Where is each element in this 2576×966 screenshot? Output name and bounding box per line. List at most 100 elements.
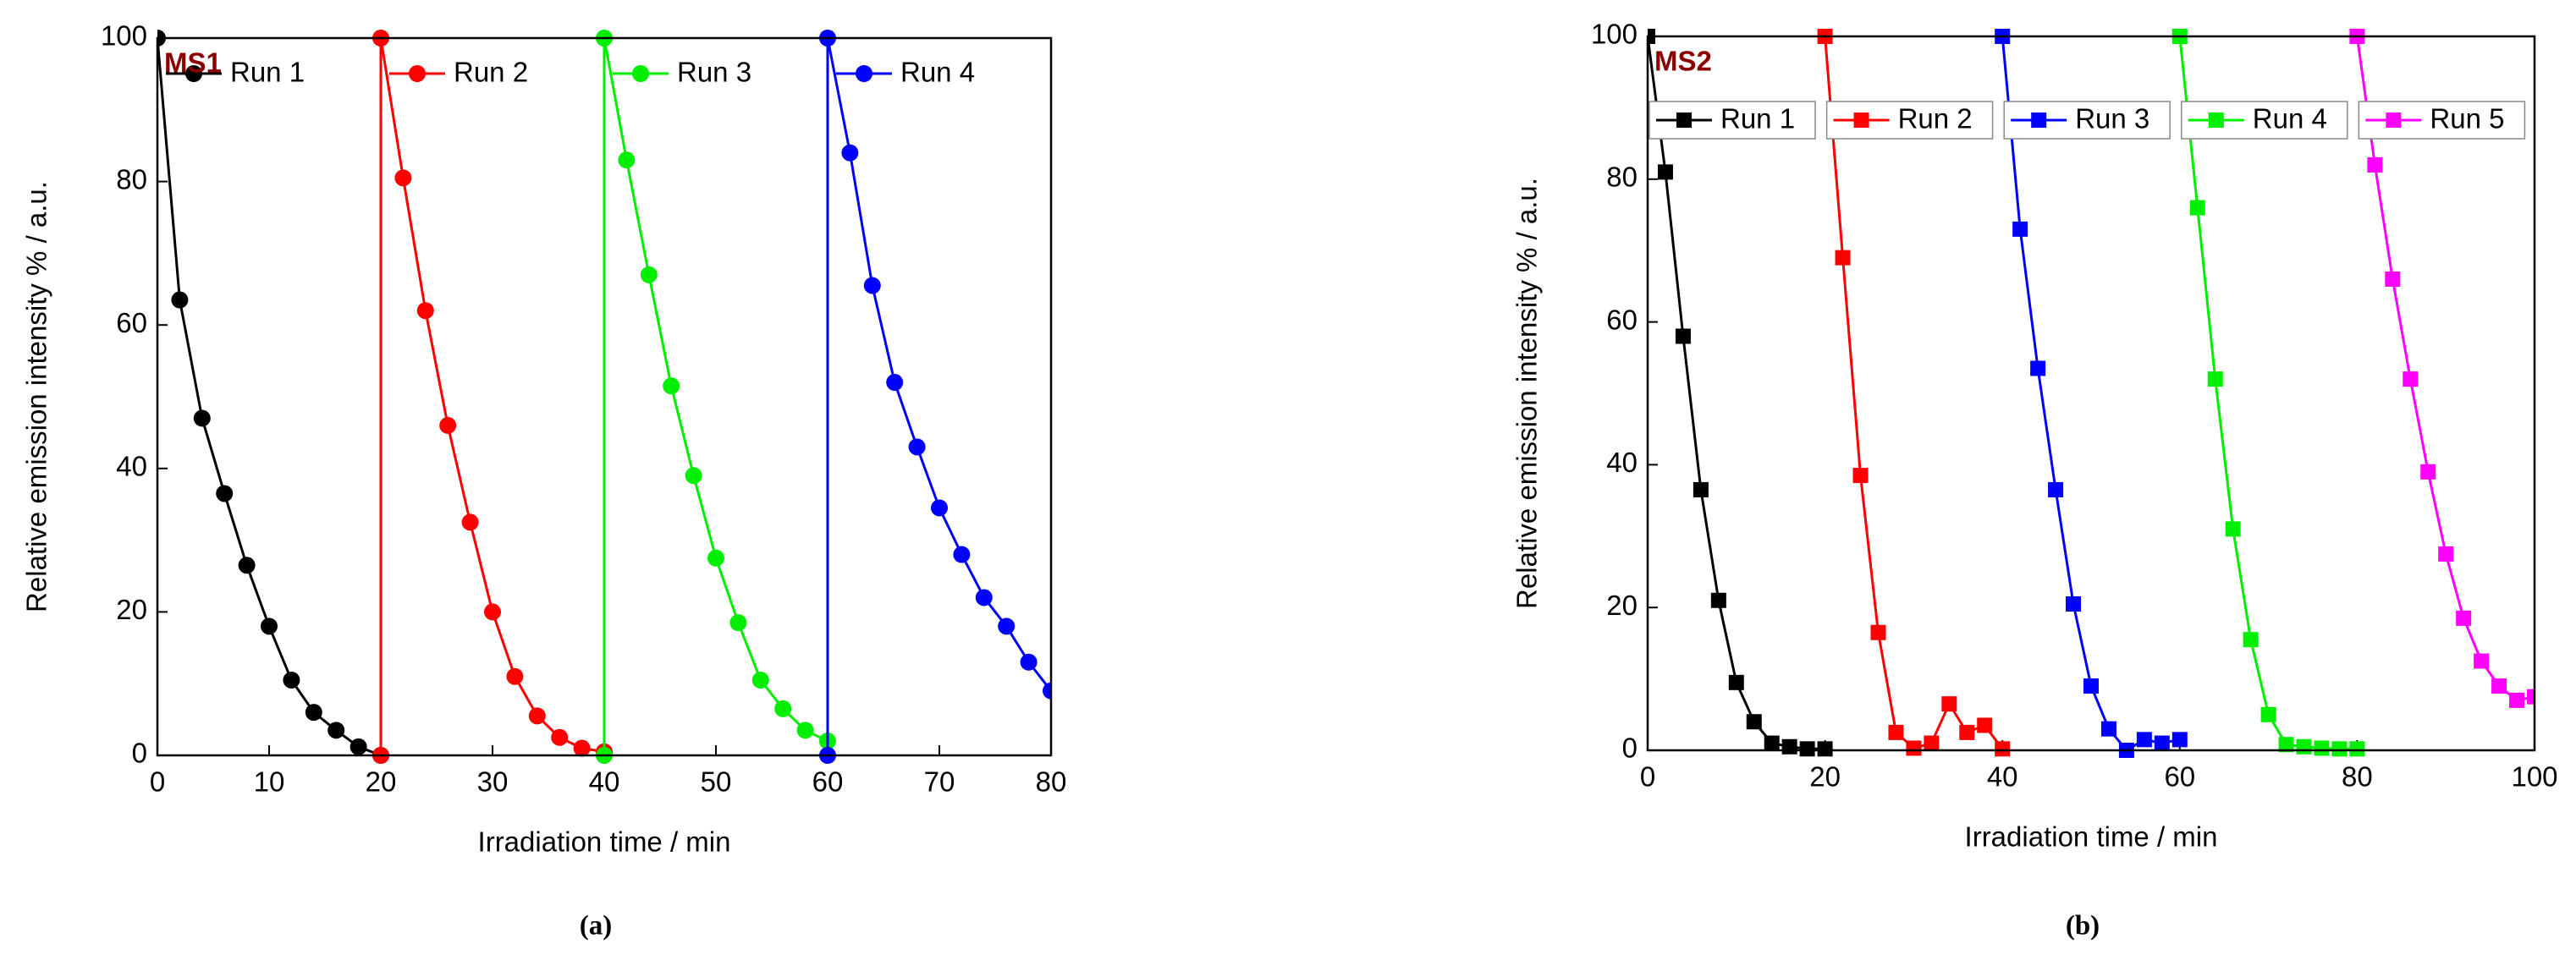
legend-label: Run 5: [2430, 103, 2504, 134]
plot-frame: [156, 36, 1053, 757]
legend-label: Run 3: [2075, 103, 2149, 134]
marker: [1746, 714, 1762, 730]
marker: [2030, 360, 2046, 376]
marker: [2189, 200, 2205, 216]
marker: [484, 603, 501, 621]
marker: [1675, 328, 1691, 344]
marker: [1043, 682, 1051, 700]
x-tick-label: 20: [1809, 761, 1841, 793]
marker: [1924, 735, 1940, 751]
marker: [774, 700, 792, 717]
x-tick-label: 0: [1640, 761, 1655, 793]
annotation: MS1: [164, 47, 222, 79]
legend-marker: [856, 65, 872, 82]
marker: [2491, 678, 2507, 694]
y-tick-label: 60: [1606, 304, 1638, 335]
y-axis-label: Relative emission intensity % / a.u.: [1511, 178, 1543, 609]
x-tick-label: 100: [2511, 761, 2557, 793]
marker: [551, 728, 569, 746]
marker: [2012, 221, 2028, 237]
legend-marker: [1853, 113, 1869, 128]
marker: [663, 377, 680, 395]
series-line: [2001, 36, 2181, 752]
x-tick-label: 70: [924, 766, 955, 798]
marker: [1888, 724, 1904, 740]
x-tick-label: 60: [2164, 761, 2195, 793]
marker: [1835, 250, 1851, 266]
marker: [1728, 674, 1744, 690]
marker: [1657, 164, 1673, 180]
marker: [461, 513, 479, 531]
y-tick-label: 0: [132, 738, 147, 769]
marker: [685, 467, 702, 485]
marker: [2260, 706, 2276, 722]
y-tick-label: 60: [116, 307, 147, 338]
x-tick-label: 10: [254, 766, 285, 798]
panel-label: (b): [2066, 911, 2100, 941]
marker: [1781, 738, 1797, 755]
x-tick-label: 80: [1036, 766, 1067, 798]
series-line: [379, 37, 605, 755]
y-tick-label: 40: [116, 451, 147, 482]
series-line: [826, 37, 1051, 755]
marker: [618, 151, 636, 169]
marker: [394, 169, 412, 187]
marker: [305, 704, 322, 722]
marker: [328, 722, 345, 739]
marker: [1020, 653, 1038, 671]
y-tick-label: 100: [101, 20, 147, 52]
legend-label: Run 1: [1720, 103, 1795, 134]
legend-marker: [185, 65, 202, 82]
series-line: [157, 37, 382, 757]
marker: [2100, 721, 2116, 737]
marker: [283, 671, 300, 689]
y-tick-label: 20: [1606, 590, 1638, 621]
marker: [238, 557, 256, 574]
legend-marker: [632, 65, 649, 82]
x-tick-label: 80: [2342, 761, 2373, 793]
marker: [975, 589, 993, 606]
marker: [908, 438, 926, 456]
marker: [2438, 546, 2454, 562]
legend-label: Run 1: [230, 57, 305, 88]
marker: [1693, 481, 1709, 497]
marker: [2456, 610, 2472, 626]
marker: [216, 485, 234, 502]
marker: [2207, 371, 2223, 387]
marker: [2066, 596, 2082, 612]
y-axis-label: Relative emission intensity % / a.u.: [21, 181, 52, 612]
marker: [796, 722, 814, 739]
marker: [998, 617, 1016, 635]
x-tick-label: 40: [1987, 761, 2018, 793]
marker: [439, 416, 457, 434]
marker: [2509, 692, 2525, 708]
x-axis-label: Irradiation time / min: [1965, 821, 2218, 853]
y-tick-label: 80: [1606, 162, 1638, 193]
plot-area: [157, 30, 1051, 764]
marker: [1995, 741, 2011, 757]
marker: [1959, 724, 1975, 740]
legend-label: Run 3: [677, 57, 751, 88]
marker: [2243, 632, 2259, 648]
marker: [1852, 468, 1869, 484]
marker: [506, 667, 524, 685]
marker: [350, 738, 367, 755]
legend-label: Run 4: [900, 57, 975, 88]
marker: [416, 302, 434, 320]
y-tick-label: 80: [116, 163, 147, 195]
legend-label: Run 4: [2253, 103, 2327, 134]
marker: [2331, 741, 2348, 757]
marker: [1799, 741, 1815, 757]
y-tick-label: 100: [1591, 19, 1638, 50]
x-tick-label: 60: [812, 766, 844, 798]
series-line: [1824, 36, 2004, 750]
marker: [1870, 624, 1886, 640]
marker: [841, 144, 859, 162]
marker: [751, 671, 769, 689]
legend-label: Run 2: [1898, 103, 1973, 134]
x-tick-label: 30: [477, 766, 509, 798]
y-tick-label: 20: [116, 594, 147, 625]
marker: [1710, 592, 1726, 608]
marker: [193, 409, 211, 427]
marker: [2474, 653, 2490, 669]
